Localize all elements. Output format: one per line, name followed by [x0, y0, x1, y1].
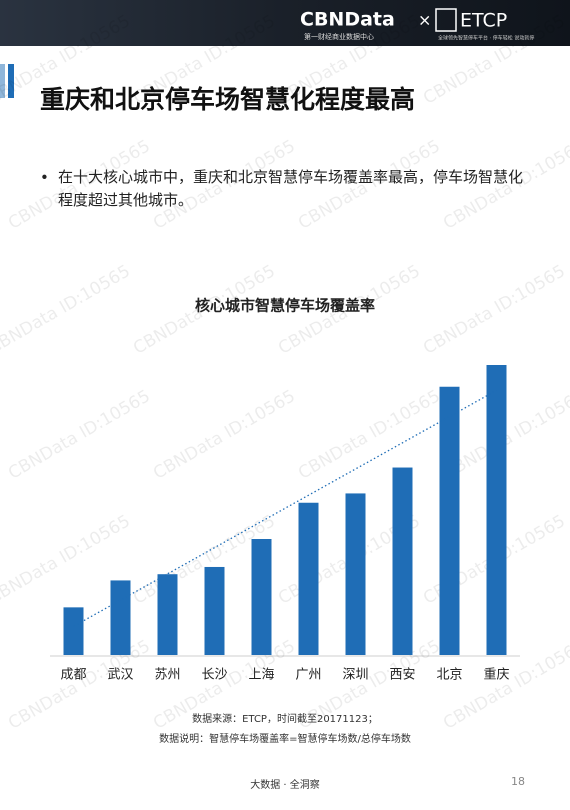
logo-main: CBNData: [300, 9, 395, 31]
bar: [110, 580, 131, 655]
watermark: CBNData ID:10565: [295, 386, 444, 483]
x-tick-label: 苏州: [154, 667, 180, 683]
watermark: CBNData ID:10565: [0, 261, 134, 358]
x-tick-label: 北京: [436, 668, 462, 683]
bar: [392, 467, 413, 655]
bar: [251, 539, 272, 655]
x-tick-label: 广州: [295, 668, 321, 683]
x-tick-label: 重庆: [483, 667, 509, 683]
x-tick-label: 成都: [60, 668, 86, 683]
footer-slogan: 大数据 · 全洞察: [250, 778, 320, 791]
note: 数据说明：智慧停车场覆盖率=智慧停车场数/总停车场数: [159, 732, 411, 745]
bar: [157, 574, 178, 655]
x-tick-label: 武汉: [107, 668, 133, 683]
title-accent: [0, 64, 5, 98]
bar: [486, 365, 507, 655]
bullet-box: 在十大核心城市中，重庆和北京智慧停车场覆盖率最高，停车场智慧化程度超过其他城市。: [58, 168, 524, 209]
bar: [63, 607, 84, 655]
header-band: [0, 0, 570, 46]
x-tick-label: 西安: [389, 668, 415, 683]
x-tick-label: 深圳: [342, 668, 368, 683]
bullet-text: 在十大核心城市中，重庆和北京智慧停车场覆盖率最高，停车场智慧化程度超过其他城市。: [58, 168, 524, 209]
title-accent: [8, 64, 14, 98]
watermark: CBNData ID:10565: [420, 261, 569, 358]
logo-partner: ETCP: [460, 10, 507, 32]
bar: [298, 502, 319, 655]
page-number: 18: [511, 775, 525, 788]
x-tick-label: 上海: [248, 668, 274, 683]
note: 数据来源：ETCP，时间截至20171123；: [192, 712, 378, 725]
bar: [439, 386, 460, 655]
partner-icon: [435, 8, 457, 32]
trendline: [73, 389, 497, 627]
chart-title: 核心城市智慧停车场覆盖率: [195, 297, 375, 315]
logo-times: ×: [418, 11, 431, 30]
bullet-dot: •: [40, 169, 49, 187]
bar: [204, 566, 225, 655]
logo-sub: 第一财经商业数据中心: [304, 32, 374, 41]
partner-sub: 全球领先智慧停车平台 · 停车轻松 说动就停: [438, 35, 534, 42]
page-title: 重庆和北京停车场智慧化程度最高: [40, 85, 415, 114]
watermark: CBNData ID:10565: [150, 386, 299, 483]
bar: [345, 493, 366, 655]
watermark: CBNData ID:10565: [5, 386, 154, 483]
x-tick-label: 长沙: [201, 668, 227, 683]
